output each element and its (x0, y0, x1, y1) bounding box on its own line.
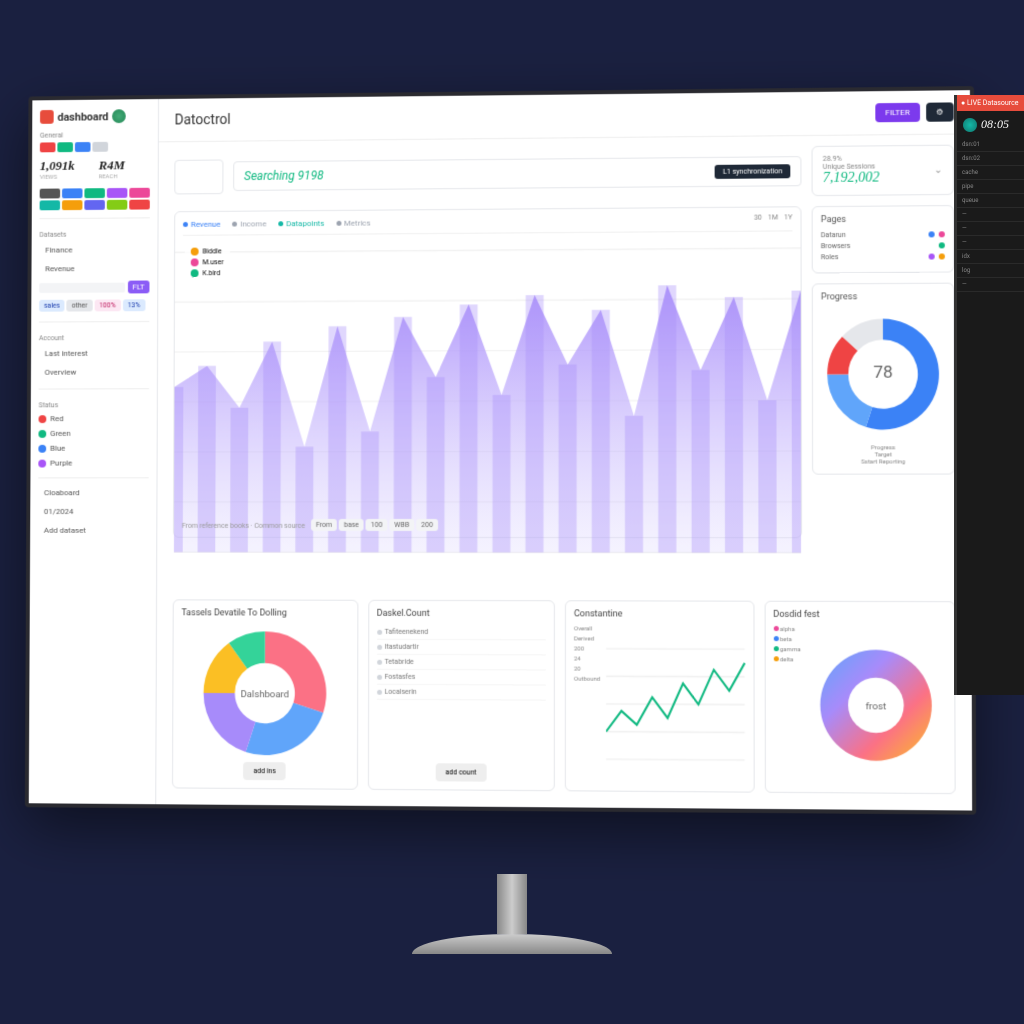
donut-chart-2: Dalshboard (181, 624, 349, 762)
main-area-chart: RevenueIncomeDatapointsMetrics BiddleM.u… (173, 206, 802, 538)
sidebar-section-status: Status (39, 401, 149, 409)
mini-preview-card[interactable] (174, 159, 223, 194)
globe-icon (112, 109, 126, 123)
card2-button[interactable]: add count (435, 763, 486, 781)
card1-button[interactable]: add ins (243, 762, 285, 780)
chart-legend: BiddleM.userK.bird (185, 241, 230, 286)
sm-status-icon (963, 118, 977, 132)
bottom-card-4: Dosdid fest alpha beta gamma delta frost (764, 601, 956, 794)
search-input[interactable]: Searching 9198 L1 synchronization (233, 156, 801, 191)
monitor-stand (412, 874, 612, 994)
page-title: Datoctrol (175, 112, 231, 128)
sidebar-color-grid[interactable] (40, 188, 150, 211)
svg-text:Dalshboard: Dalshboard (241, 689, 289, 700)
top-metric-card[interactable]: 28.9% Unique Sessions 7,192,002 ⌄ (812, 145, 954, 196)
sidebar-section-general: General (40, 131, 150, 140)
sidebar-item-revenue[interactable]: Revenue (39, 260, 149, 277)
bottom-card-1: Tassels Devatile To Dolling Dalshboard a… (172, 599, 358, 789)
logo-icon (40, 110, 54, 124)
area-chart-svg (174, 235, 801, 565)
chart-footer: From reference books · Common source Fro… (182, 519, 440, 533)
brand-name: dashboard (58, 110, 109, 123)
sidebar: dashboard General 1,091k VIEWS R4M REACH (29, 99, 159, 804)
brand-logo[interactable]: dashboard (40, 109, 150, 124)
svg-text:78: 78 (873, 363, 893, 383)
sidebar-section-datasets: Datasets (39, 230, 149, 239)
sidebar-item-interest[interactable]: Last interest (39, 345, 149, 362)
main-area: Datoctrol FILTER ⚙ Searching 9198 L1 syn… (156, 90, 972, 810)
pages-card: Pages DatarunBrowsersRoles (812, 205, 954, 273)
bottom-card-3: Constantine OverallDerived2002420Outboun… (565, 600, 754, 792)
sidebar-legend: RedGreenBluePurple (38, 412, 149, 470)
progress-donut-card: Progress 78 ProgressTargetSstart Reporti… (812, 283, 955, 475)
chart-tabs: RevenueIncomeDatapointsMetrics (183, 215, 792, 235)
chevron-down-icon[interactable]: ⌄ (934, 164, 943, 175)
sidebar-badges (40, 141, 150, 152)
svg-text:frost: frost (866, 701, 886, 712)
filter-button[interactable]: FILTER (875, 103, 920, 123)
sidebar-item-finance[interactable]: Finance (39, 241, 149, 259)
sidebar-pills: salesother100%13% (39, 299, 149, 313)
sidebar-item-overview[interactable]: Overview (39, 363, 149, 380)
sparkline-chart (606, 625, 745, 783)
sidebar-metric-reach: R4M REACH (99, 157, 150, 180)
sidebar-metric-views: 1,091k VIEWS (40, 158, 91, 181)
pages-card-title: Pages (821, 214, 945, 225)
search-chip: L1 synchronization (715, 164, 790, 179)
sm-header: ● LIVE Datasource (957, 95, 1024, 111)
search-row: Searching 9198 L1 synchronization 28.9% … (159, 134, 971, 211)
sidebar-filter-button[interactable]: FLT (127, 280, 149, 293)
progress-donut: 78 (821, 308, 945, 441)
topbar: Datoctrol FILTER ⚙ (159, 90, 970, 142)
gradient-donut: frost (807, 626, 947, 785)
sidebar-section-account: Account (39, 334, 149, 342)
bottom-card-2: Daskel.Count TafiteenekendItastudartirTe… (367, 600, 554, 791)
second-monitor: ● LIVE Datasource 08:05 dsn:01dsn:02cach… (954, 95, 1024, 695)
sidebar-footer: Cloaboard01/2024Add dataset (38, 477, 149, 538)
chart-range-tabs[interactable]: 301M1Y (754, 213, 792, 221)
settings-button[interactable]: ⚙ (926, 102, 954, 121)
